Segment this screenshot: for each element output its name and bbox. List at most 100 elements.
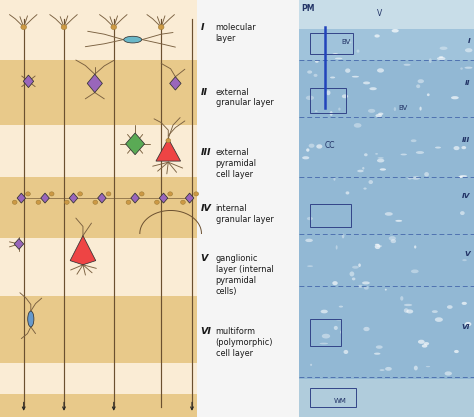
Ellipse shape: [437, 57, 446, 60]
Polygon shape: [156, 138, 181, 161]
Ellipse shape: [416, 151, 424, 154]
Text: III: III: [462, 137, 470, 143]
Bar: [299, 379, 474, 417]
Circle shape: [61, 25, 67, 30]
Bar: [197, 0, 299, 417]
Polygon shape: [170, 77, 181, 90]
Ellipse shape: [377, 159, 384, 163]
Text: V: V: [201, 254, 208, 264]
Polygon shape: [14, 239, 24, 249]
Polygon shape: [126, 133, 145, 155]
Text: I: I: [467, 38, 470, 44]
Ellipse shape: [392, 29, 399, 33]
Ellipse shape: [330, 111, 333, 116]
Ellipse shape: [315, 110, 318, 112]
Ellipse shape: [368, 180, 373, 184]
Ellipse shape: [408, 177, 412, 180]
Bar: [0, 177, 197, 238]
Polygon shape: [70, 236, 96, 265]
Ellipse shape: [358, 264, 361, 267]
Bar: [0, 0, 197, 417]
Ellipse shape: [432, 310, 438, 313]
Circle shape: [166, 138, 171, 143]
Ellipse shape: [349, 41, 351, 43]
Ellipse shape: [380, 369, 384, 371]
Ellipse shape: [332, 53, 338, 55]
Polygon shape: [87, 74, 102, 93]
Ellipse shape: [375, 244, 381, 249]
Ellipse shape: [375, 153, 378, 155]
Ellipse shape: [462, 146, 466, 149]
Ellipse shape: [419, 107, 422, 111]
Ellipse shape: [356, 50, 359, 53]
Ellipse shape: [368, 109, 375, 113]
Ellipse shape: [352, 76, 359, 78]
Bar: [0, 394, 197, 417]
Ellipse shape: [332, 281, 338, 285]
Ellipse shape: [305, 239, 313, 242]
Ellipse shape: [334, 326, 338, 330]
Circle shape: [64, 200, 69, 204]
Ellipse shape: [338, 108, 340, 111]
Ellipse shape: [345, 68, 350, 73]
Ellipse shape: [414, 245, 416, 249]
Bar: [299, 29, 474, 60]
Ellipse shape: [426, 366, 430, 367]
Ellipse shape: [404, 308, 409, 313]
Ellipse shape: [414, 366, 418, 370]
Ellipse shape: [411, 139, 417, 142]
Ellipse shape: [378, 113, 383, 115]
Ellipse shape: [375, 114, 382, 117]
Ellipse shape: [422, 344, 428, 348]
Ellipse shape: [424, 342, 429, 345]
Text: II: II: [465, 80, 470, 86]
Text: I: I: [201, 23, 204, 32]
Text: IV: IV: [462, 193, 470, 199]
Text: V: V: [377, 9, 382, 18]
Ellipse shape: [307, 265, 313, 267]
Ellipse shape: [439, 47, 447, 50]
Circle shape: [111, 25, 117, 30]
Ellipse shape: [363, 81, 370, 84]
Ellipse shape: [391, 239, 396, 243]
Polygon shape: [69, 193, 78, 203]
Circle shape: [155, 200, 159, 204]
Ellipse shape: [465, 322, 472, 326]
Ellipse shape: [357, 170, 364, 172]
Ellipse shape: [346, 191, 349, 194]
Ellipse shape: [362, 281, 370, 284]
Ellipse shape: [412, 176, 420, 180]
Polygon shape: [159, 193, 168, 203]
Text: V: V: [465, 251, 470, 256]
Ellipse shape: [310, 364, 312, 366]
Ellipse shape: [454, 350, 459, 353]
Circle shape: [12, 200, 17, 204]
Text: molecular
layer: molecular layer: [216, 23, 256, 43]
Circle shape: [126, 200, 131, 204]
Ellipse shape: [416, 84, 420, 88]
Text: BV: BV: [341, 39, 351, 45]
Ellipse shape: [460, 68, 463, 70]
Circle shape: [78, 192, 82, 196]
Text: external
pyramidal
cell layer: external pyramidal cell layer: [216, 148, 256, 178]
Ellipse shape: [364, 188, 367, 190]
Text: VI: VI: [462, 324, 470, 330]
Ellipse shape: [364, 286, 369, 290]
Bar: [310, 204, 351, 227]
Ellipse shape: [352, 277, 356, 280]
Ellipse shape: [378, 157, 383, 159]
Text: WM: WM: [334, 398, 347, 404]
Bar: [299, 0, 474, 29]
Ellipse shape: [411, 269, 419, 273]
Ellipse shape: [319, 343, 328, 344]
Ellipse shape: [27, 311, 34, 327]
Circle shape: [26, 192, 30, 196]
Ellipse shape: [458, 176, 463, 178]
Ellipse shape: [395, 220, 402, 222]
Ellipse shape: [320, 310, 328, 313]
Ellipse shape: [374, 353, 381, 355]
Ellipse shape: [336, 319, 342, 321]
Text: IV: IV: [201, 204, 211, 214]
Text: VI: VI: [201, 327, 211, 337]
Ellipse shape: [374, 34, 380, 38]
